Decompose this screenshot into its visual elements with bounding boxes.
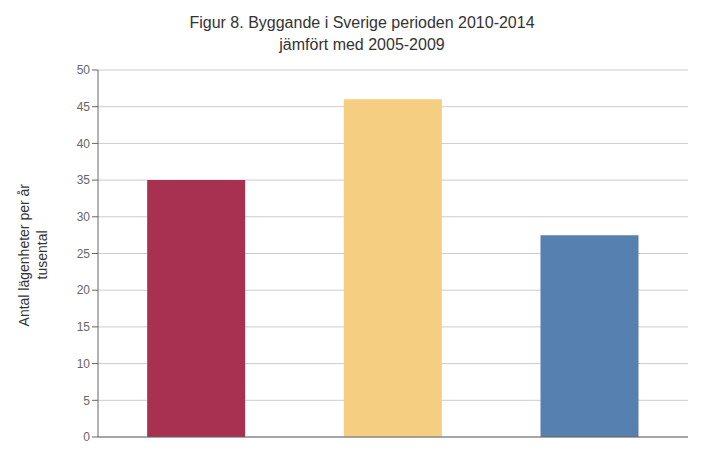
svg-text:0: 0 xyxy=(83,430,90,444)
svg-text:5: 5 xyxy=(83,394,90,408)
svg-text:25: 25 xyxy=(77,247,91,261)
html-text:Figur 8. Byggande i Sverige pe: Figur 8. Byggande i Sverige perioden 201… xyxy=(189,14,535,31)
html-text:jämfört med 2005-2009: jämfört med 2005-2009 xyxy=(279,36,445,53)
svg-text:20: 20 xyxy=(77,283,91,297)
svg-text:35: 35 xyxy=(77,173,91,187)
html-text:Antal lägenheter per år tusent: Antal lägenheter per år tusental xyxy=(16,183,50,327)
svg-text:15: 15 xyxy=(77,320,91,334)
svg-text:40: 40 xyxy=(77,137,91,151)
svg-text:30: 30 xyxy=(77,210,91,224)
svg-text:50: 50 xyxy=(77,63,91,77)
svg-text:10: 10 xyxy=(77,357,91,371)
svg-text:45: 45 xyxy=(77,100,91,114)
